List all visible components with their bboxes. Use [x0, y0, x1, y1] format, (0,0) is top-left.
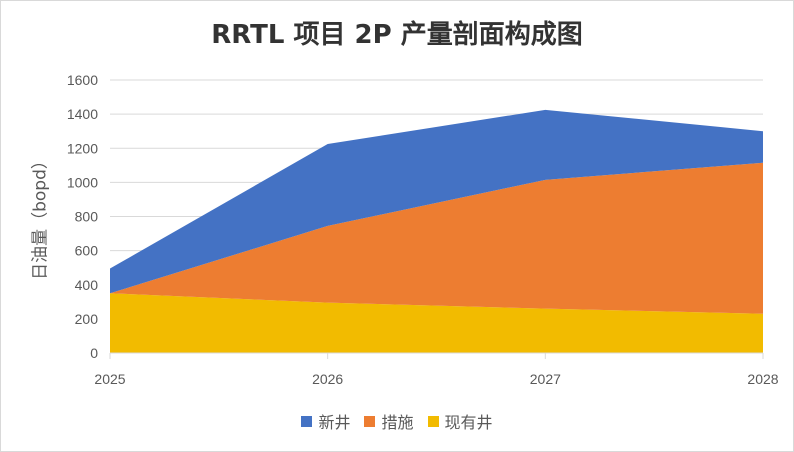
legend-label-measures: 措施: [381, 413, 414, 432]
y-tick-200: 200: [75, 311, 99, 327]
area-series-2: [110, 109, 763, 294]
chart-title: RRTL 项目 2P 产量剖面构成图: [211, 20, 583, 50]
y-tick-1200: 1200: [67, 140, 98, 156]
y-tick-1600: 1600: [67, 72, 98, 88]
y-tick-1000: 1000: [67, 174, 98, 190]
axes-group: [109, 352, 764, 359]
legend: 新井 措施 现有井: [0, 409, 794, 433]
legend-item-new-wells: 新井: [301, 409, 350, 433]
legend-swatch-measures: [364, 415, 376, 427]
y-tick-800: 800: [75, 209, 99, 225]
legend-swatch-new-wells: [301, 415, 313, 427]
area-series-1: [110, 162, 763, 314]
y-tick-0: 0: [90, 345, 98, 361]
area-series-0: [110, 293, 763, 353]
x-tick-2025: 2025: [94, 371, 125, 387]
x-tick-2028: 2028: [747, 371, 778, 387]
x-tick-2026: 2026: [312, 371, 343, 387]
y-tick-600: 600: [75, 243, 99, 259]
legend-label-new-wells: 新井: [318, 413, 351, 432]
x-tick-2027: 2027: [530, 371, 561, 387]
y-tick-labels: 0 200 400 600 800 1000 1200 1400 1600: [67, 72, 98, 361]
y-tick-1400: 1400: [67, 106, 98, 122]
x-tick-labels: 2025 2026 2027 2028: [94, 371, 778, 387]
y-tick-400: 400: [75, 277, 99, 293]
legend-label-existing-wells: 现有井: [444, 413, 493, 432]
area-series-group: [110, 109, 763, 353]
legend-item-existing-wells: 现有井: [427, 409, 493, 433]
legend-item-measures: 措施: [364, 409, 414, 433]
legend-swatch-existing-wells: [427, 415, 439, 427]
